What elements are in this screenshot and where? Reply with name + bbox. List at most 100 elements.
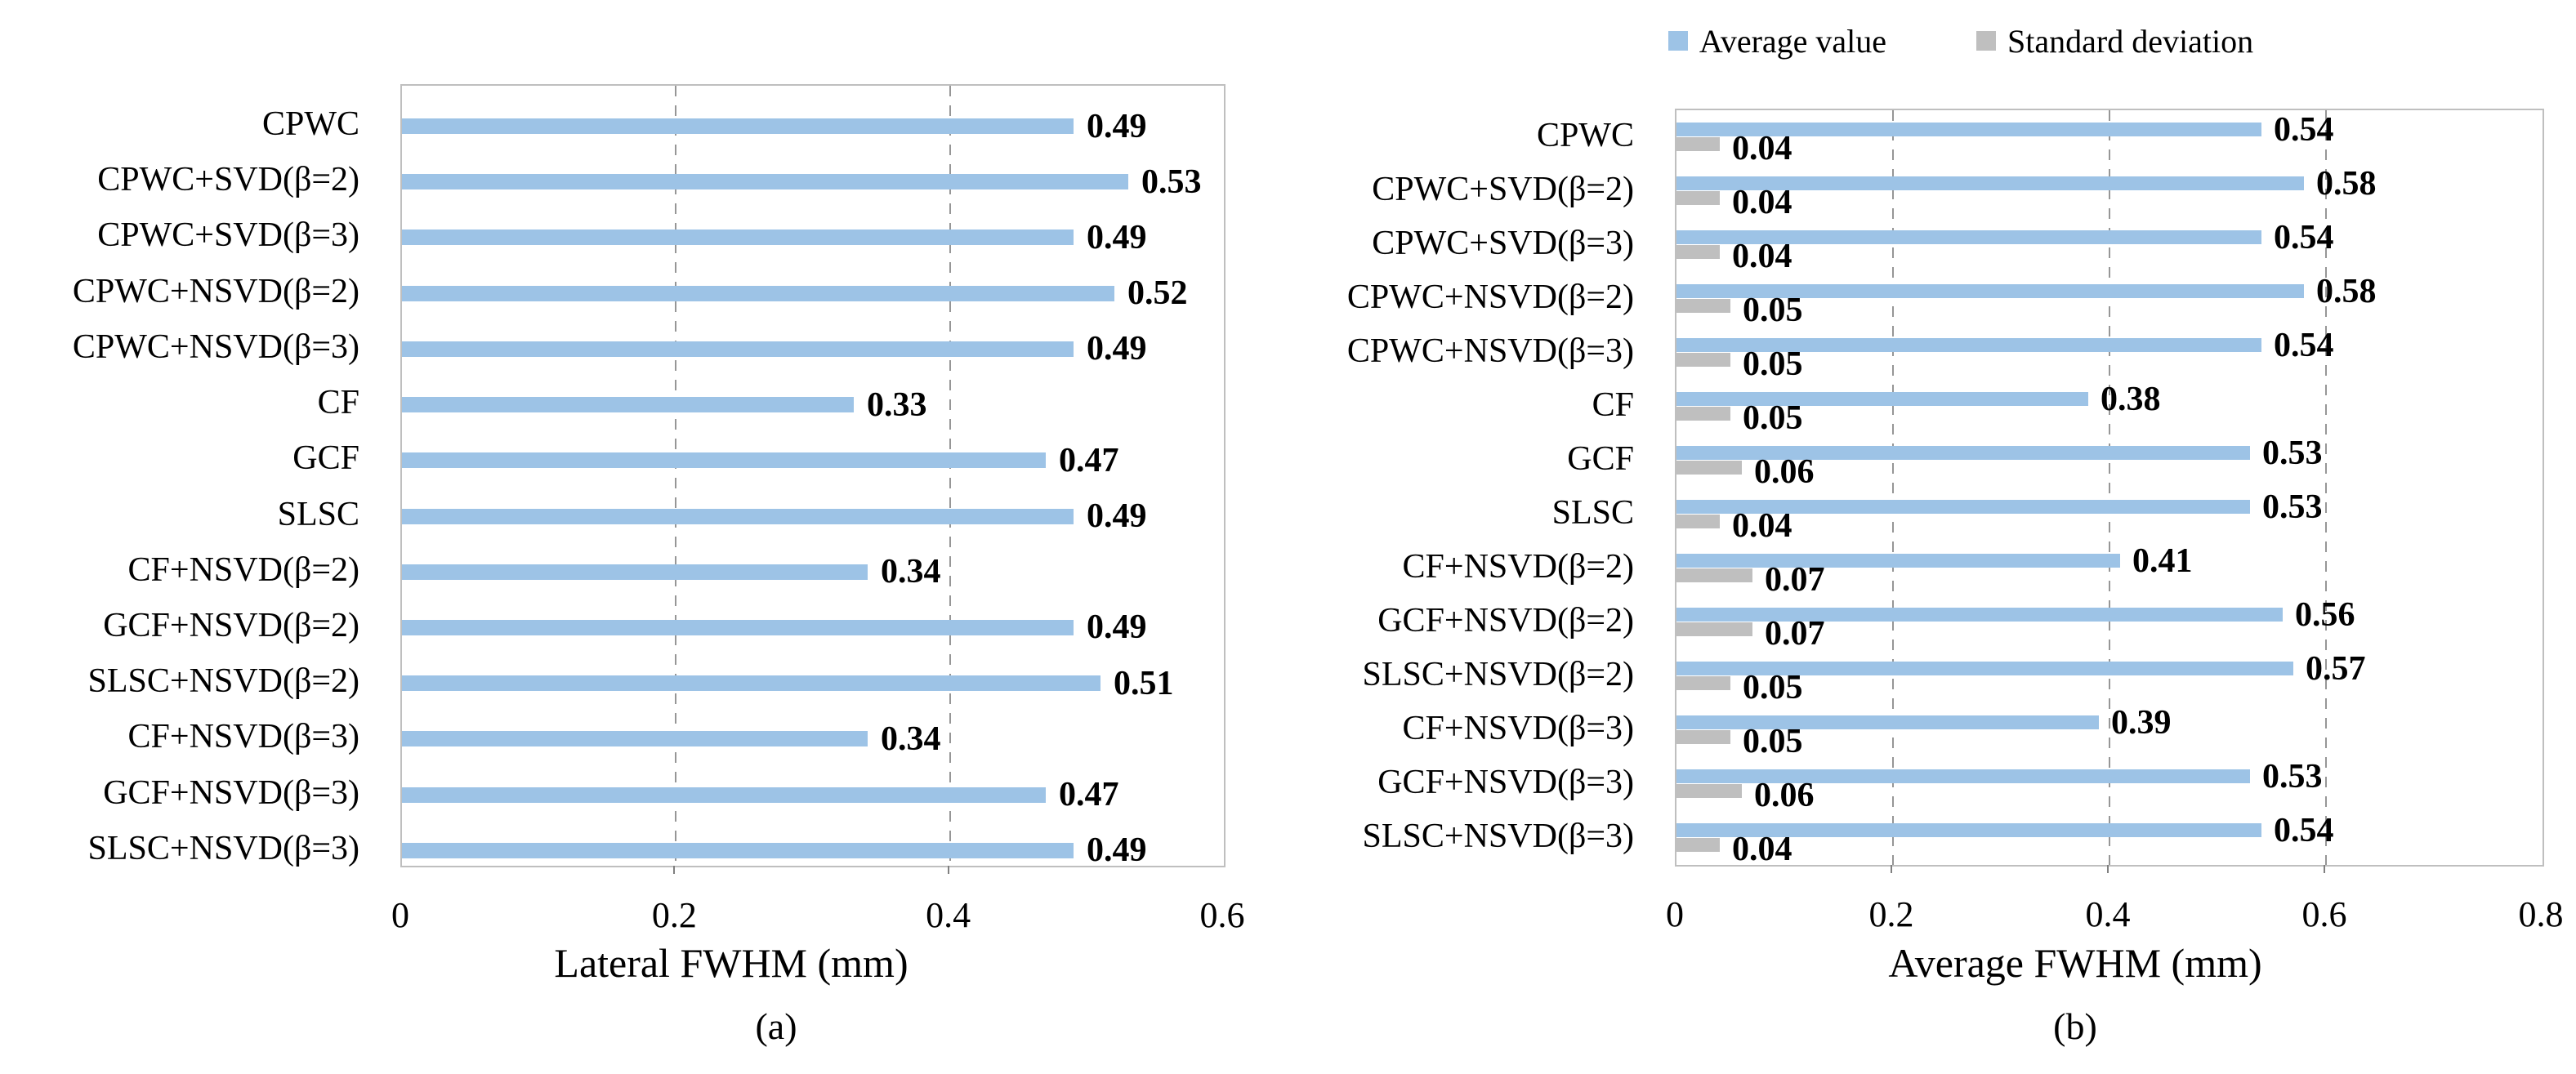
gridline <box>1892 110 1894 865</box>
gridline <box>2109 110 2110 865</box>
bar-average-value <box>402 731 868 746</box>
bar-standard-deviation <box>1676 407 1730 421</box>
bar-average-value <box>1676 123 2261 136</box>
bar-average-value <box>402 341 1074 357</box>
value-label: 0.58 <box>2316 273 2377 310</box>
bar-average-value <box>402 118 1074 134</box>
x-tick-label: 0.2 <box>1868 894 1914 934</box>
value-label: 0.49 <box>1087 497 1147 535</box>
category-label: CPWC+NSVD(β=2) <box>72 273 359 310</box>
x-tick-mark <box>947 866 949 874</box>
x-axis-title-a: Lateral FWHM (mm) <box>554 940 909 986</box>
category-label: GCF <box>1567 440 1634 478</box>
x-tick-label: 0.8 <box>2518 894 2564 934</box>
x-tick-label: 0.6 <box>1199 895 1245 935</box>
value-label: 0.05 <box>1743 669 1803 706</box>
legend-item-average-value: Average value <box>1667 22 1886 60</box>
x-tick-label: 0.4 <box>926 895 971 935</box>
category-label: CF+NSVD(β=3) <box>127 718 359 755</box>
value-label: 0.41 <box>2132 542 2193 580</box>
panel-caption-a: (a) <box>755 1005 797 1047</box>
category-label: CPWC+SVD(β=2) <box>1372 171 1634 208</box>
x-axis-title-b: Average FWHM (mm) <box>1888 940 2262 986</box>
value-label: 0.52 <box>1127 274 1188 312</box>
bar-average-value <box>1676 392 2088 406</box>
value-label: 0.05 <box>1743 399 1803 437</box>
value-label: 0.04 <box>1732 238 1792 275</box>
bar-standard-deviation <box>1676 622 1752 636</box>
legend-swatch-standard-deviation-icon <box>1976 31 1997 51</box>
plot-area-b: 0.54 0.58 0.54 0.58 0.54 0.38 0.53 0.53 0.41 0.56… <box>1675 109 2544 867</box>
bar-average-value <box>402 564 868 580</box>
bar-average-value <box>402 843 1074 858</box>
bar-standard-deviation <box>1676 191 1720 205</box>
gridline <box>949 86 951 866</box>
value-label: 0.04 <box>1732 831 1792 868</box>
category-label: CF+NSVD(β=2) <box>1402 548 1634 586</box>
value-label: 0.38 <box>2101 381 2161 418</box>
value-label: 0.58 <box>2316 165 2377 203</box>
value-label: 0.06 <box>1754 777 1815 814</box>
bar-average-value <box>1676 715 2099 729</box>
bar-average-value <box>1676 554 2120 568</box>
bar-standard-deviation <box>1676 299 1730 313</box>
bar-standard-deviation <box>1676 730 1730 744</box>
category-label: CPWC+SVD(β=2) <box>97 161 359 198</box>
value-label: 0.56 <box>2295 596 2355 634</box>
bar-average-value <box>1676 769 2250 783</box>
x-tick-label: 0.2 <box>651 895 697 935</box>
value-label: 0.49 <box>1087 330 1147 368</box>
bar-standard-deviation <box>1676 568 1752 582</box>
gridline <box>2325 110 2327 865</box>
value-label: 0.34 <box>881 720 941 758</box>
category-label: GCF+NSVD(β=3) <box>103 774 359 812</box>
value-label: 0.05 <box>1743 723 1803 760</box>
value-label: 0.54 <box>2274 219 2334 256</box>
value-label: 0.33 <box>867 386 927 424</box>
x-tick-label: 0.4 <box>2085 894 2131 934</box>
bar-standard-deviation <box>1676 245 1720 259</box>
x-tick-mark <box>1891 865 1892 873</box>
panel-caption-b: (b) <box>2053 1005 2097 1047</box>
category-label: CPWC <box>261 105 359 143</box>
bar-average-value <box>1676 500 2250 514</box>
category-label: GCF+NSVD(β=2) <box>1377 602 1634 639</box>
category-label: CF+NSVD(β=2) <box>127 551 359 589</box>
value-label: 0.04 <box>1732 507 1792 545</box>
x-tick-label: 0 <box>1666 894 1684 934</box>
value-label: 0.49 <box>1087 219 1147 256</box>
bar-average-value <box>402 397 854 412</box>
bar-average-value <box>1676 446 2250 460</box>
category-label: SLSC+NSVD(β=3) <box>87 830 359 867</box>
x-tick-mark <box>2324 865 2325 873</box>
legend-item-standard-deviation: Standard deviation <box>1976 22 2253 60</box>
category-label: CPWC <box>1536 117 1634 154</box>
value-label: 0.49 <box>1087 108 1147 145</box>
value-label: 0.54 <box>2274 111 2334 149</box>
value-label: 0.49 <box>1087 831 1147 869</box>
category-label: SLSC+NSVD(β=3) <box>1362 818 1634 855</box>
value-label: 0.34 <box>881 553 941 590</box>
plot-area-a: 0.49 0.53 0.49 0.52 0.49 0.33 0.47 0.49 0.34 0.49… <box>400 84 1225 867</box>
category-label: CPWC+NSVD(β=3) <box>1346 332 1634 370</box>
x-tick-label: 0 <box>391 895 409 935</box>
bar-standard-deviation <box>1676 137 1720 151</box>
category-label: CF+NSVD(β=3) <box>1402 710 1634 747</box>
bar-average-value <box>1676 176 2304 190</box>
bar-average-value <box>402 509 1074 524</box>
value-label: 0.54 <box>2274 812 2334 849</box>
category-label: GCF+NSVD(β=2) <box>103 607 359 644</box>
value-label: 0.47 <box>1059 442 1119 479</box>
category-label: SLSC+NSVD(β=2) <box>87 662 359 700</box>
category-label: CF <box>1592 386 1634 424</box>
bar-standard-deviation <box>1676 784 1742 798</box>
bar-average-value <box>402 620 1074 635</box>
x-tick-mark <box>673 866 676 874</box>
category-label: GCF+NSVD(β=3) <box>1377 764 1634 801</box>
bar-average-value <box>1676 230 2261 244</box>
value-label: 0.53 <box>2262 758 2323 795</box>
value-label: 0.05 <box>1743 345 1803 383</box>
